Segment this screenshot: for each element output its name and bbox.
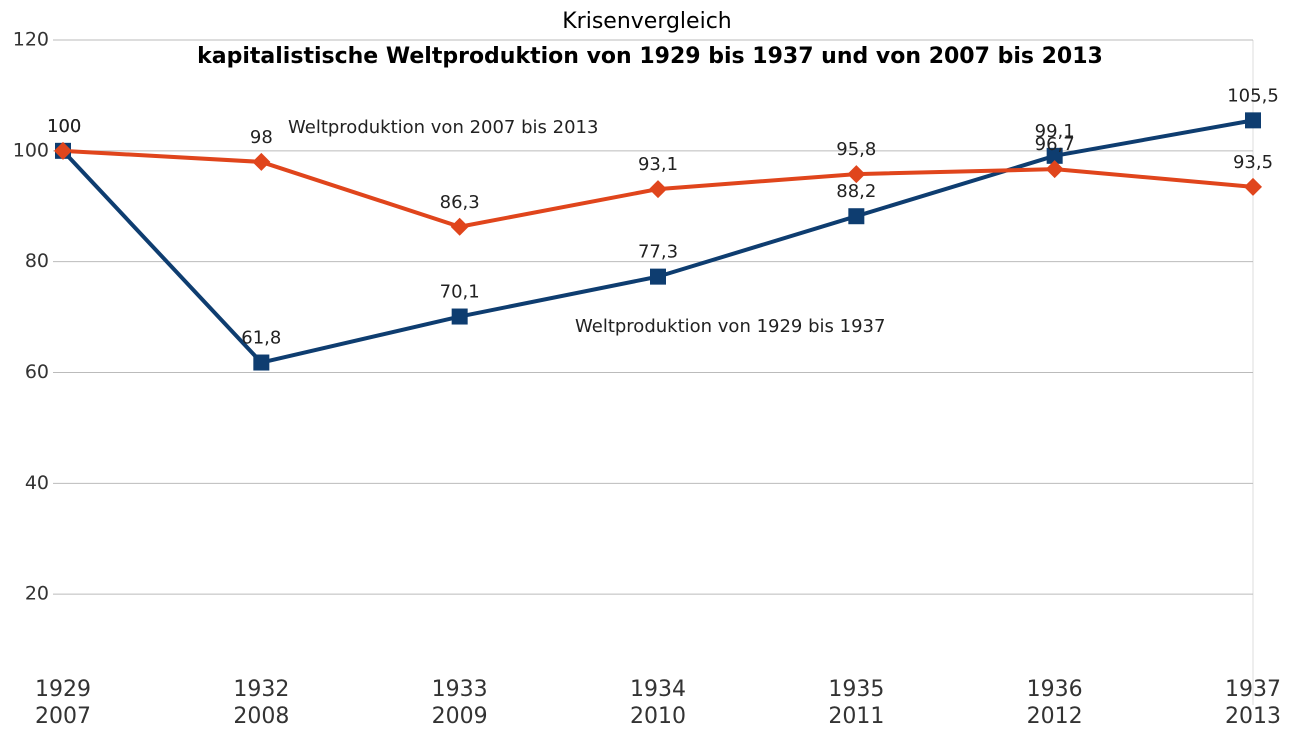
marker bbox=[848, 208, 865, 225]
x-tick-label: 1929 bbox=[35, 677, 91, 702]
x-tick-label: 2011 bbox=[828, 704, 884, 729]
y-tick-label: 100 bbox=[13, 139, 49, 161]
data-label: 96,7 bbox=[1035, 134, 1075, 155]
marker bbox=[253, 354, 270, 371]
x-tick-label: 1937 bbox=[1225, 677, 1281, 702]
x-tick-label: 1933 bbox=[432, 677, 488, 702]
chart-title: Krisenvergleich bbox=[562, 9, 732, 34]
x-tick-label: 1936 bbox=[1027, 677, 1083, 702]
x-tick-label: 2010 bbox=[630, 704, 686, 729]
data-label: 100 bbox=[47, 116, 81, 137]
y-tick-label: 80 bbox=[25, 250, 49, 272]
marker bbox=[1244, 177, 1262, 196]
series-label: Weltproduktion von 1929 bis 1937 bbox=[575, 316, 885, 337]
data-label: 98 bbox=[250, 127, 273, 148]
x-tick-label: 2013 bbox=[1225, 704, 1281, 729]
data-label: 77,3 bbox=[638, 242, 678, 263]
x-tick-label: 1935 bbox=[828, 677, 884, 702]
data-label: 99,1 bbox=[1035, 121, 1075, 142]
data-label: 105,5 bbox=[1227, 85, 1279, 106]
marker bbox=[1245, 112, 1261, 129]
y-tick-label: 60 bbox=[25, 361, 49, 383]
series-label: Weltproduktion von 2007 bis 2013 bbox=[288, 117, 598, 138]
x-tick-label: 1932 bbox=[233, 677, 289, 702]
marker bbox=[1046, 147, 1063, 164]
data-label: 70,1 bbox=[440, 282, 480, 303]
chart-subtitle: kapitalistische Weltproduktion von 1929 … bbox=[197, 44, 1103, 69]
marker bbox=[54, 141, 72, 160]
data-label: 88,2 bbox=[836, 181, 876, 202]
y-tick-label: 20 bbox=[25, 583, 49, 605]
marker bbox=[252, 152, 271, 171]
data-label: 61,8 bbox=[241, 328, 281, 349]
y-tick-label: 40 bbox=[25, 472, 49, 494]
x-tick-label: 2009 bbox=[432, 704, 488, 729]
marker bbox=[450, 217, 469, 236]
marker bbox=[847, 165, 866, 184]
x-tick-label: 2008 bbox=[233, 704, 289, 729]
x-tick-label: 2012 bbox=[1027, 704, 1083, 729]
marker bbox=[451, 308, 468, 325]
data-label: 86,3 bbox=[440, 192, 480, 213]
data-label: 100 bbox=[47, 116, 81, 137]
data-label: 93,5 bbox=[1233, 152, 1273, 173]
x-tick-label: 1934 bbox=[630, 677, 686, 702]
marker bbox=[649, 180, 667, 199]
marker bbox=[1045, 160, 1064, 179]
data-label: 93,1 bbox=[638, 154, 678, 175]
y-tick-label: 120 bbox=[13, 29, 49, 51]
data-label: 95,8 bbox=[836, 139, 876, 160]
x-tick-label: 2007 bbox=[35, 704, 91, 729]
marker bbox=[650, 268, 666, 285]
